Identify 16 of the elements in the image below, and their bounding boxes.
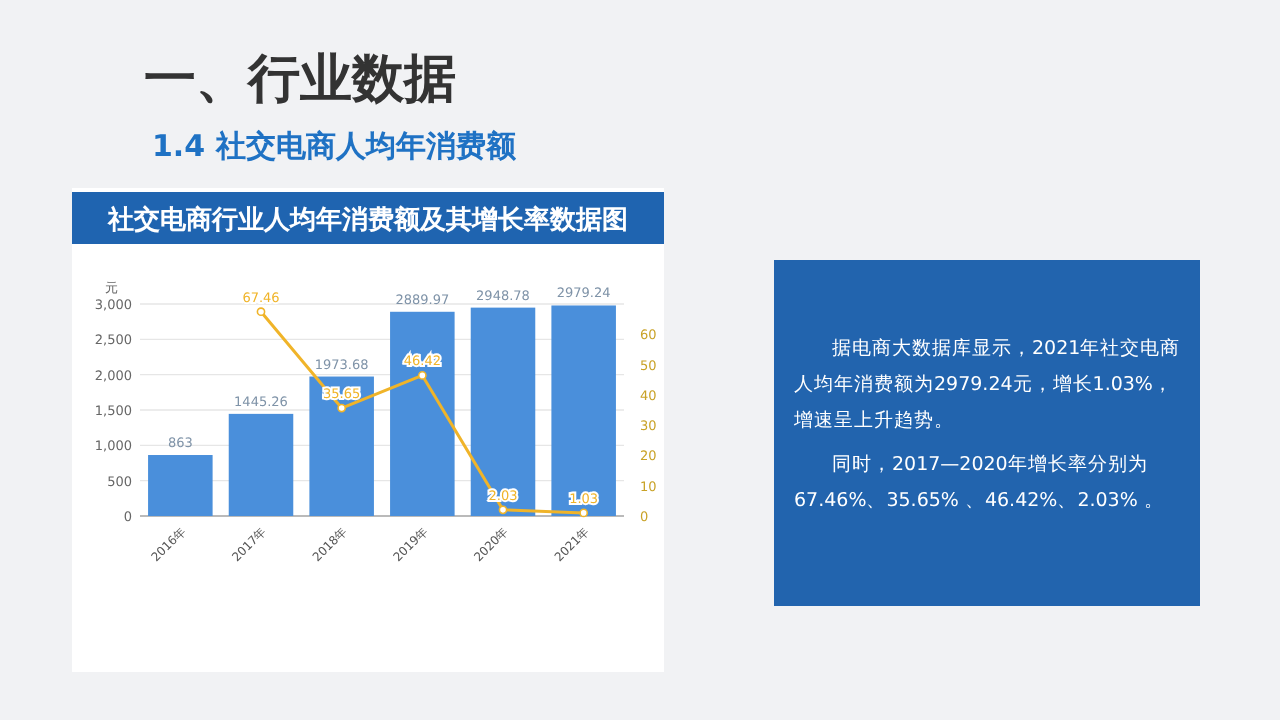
point — [337, 403, 347, 413]
annotation: 1.4 社交电商人均年消费额 — [152, 128, 516, 166]
bar — [470, 307, 536, 516]
point — [417, 371, 427, 380]
point — [256, 307, 266, 317]
text: 据电商大数据库显示，2021年社交电商人均年消费额为2979.24元，增长1.03%，增速呈上升趋势。 — [794, 336, 1183, 436]
chart-title: 社交电商行业人均年消费额及其增长率数据图 — [106, 204, 628, 236]
text: 同时，2017—2020年增长率分别为67.46%、35.65% 、46.42%、2.03% 。 — [794, 452, 1166, 516]
point — [579, 508, 589, 518]
bar — [551, 305, 616, 516]
bar — [390, 311, 455, 516]
point — [498, 505, 508, 515]
bar — [228, 413, 294, 516]
annotation: 一、行业数据 — [144, 48, 456, 114]
bar — [309, 376, 374, 516]
bar — [148, 455, 213, 516]
